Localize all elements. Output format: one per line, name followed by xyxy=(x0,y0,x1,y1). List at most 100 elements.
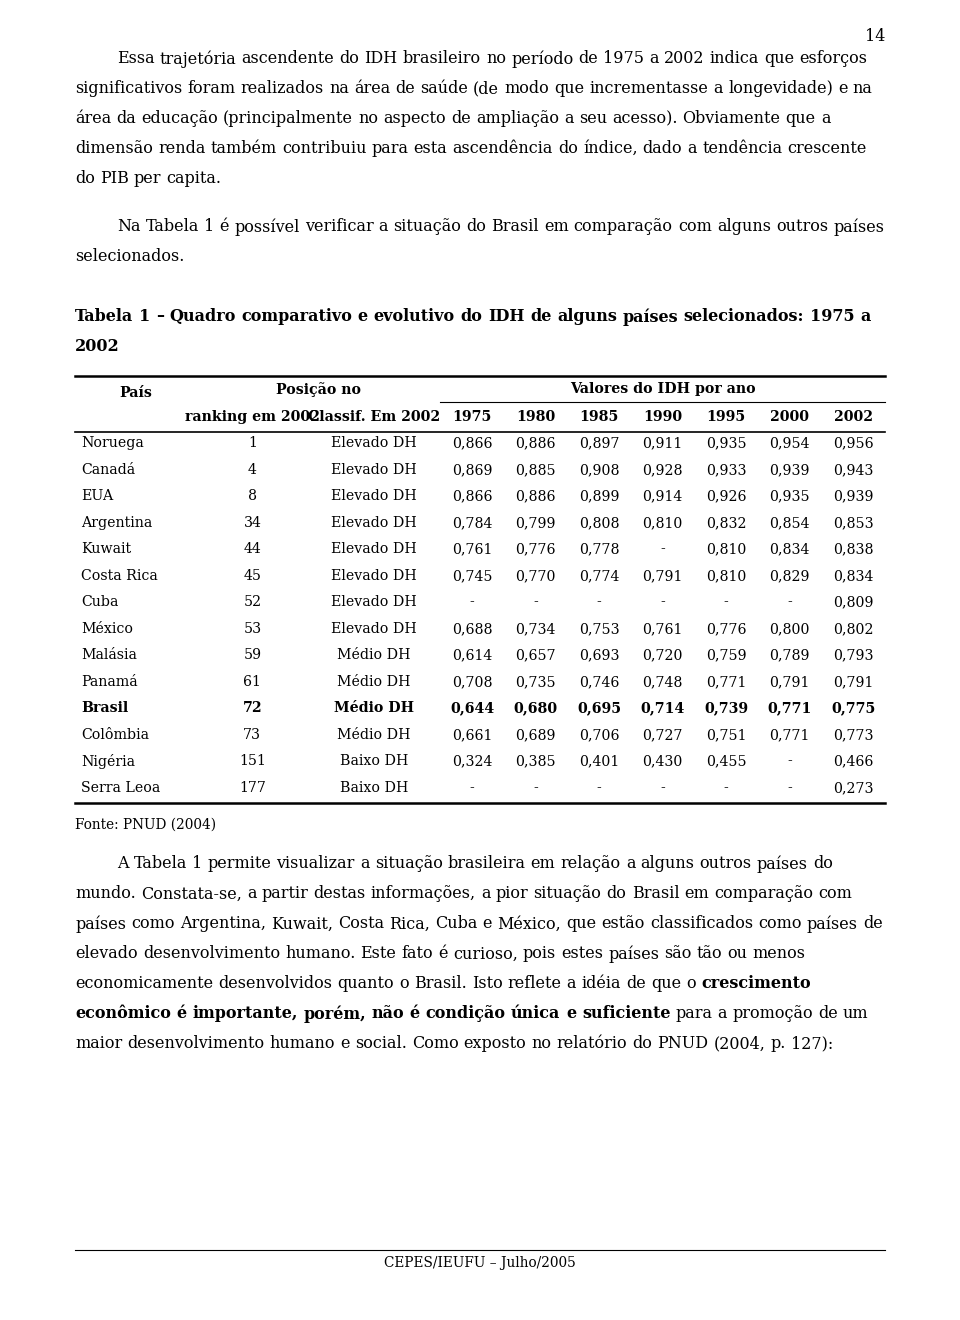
Text: que: que xyxy=(566,915,596,932)
Text: 0,838: 0,838 xyxy=(833,543,874,556)
Text: Elevado DH: Elevado DH xyxy=(331,437,417,450)
Text: possível: possível xyxy=(234,218,300,235)
Text: em: em xyxy=(544,218,568,235)
Text: Tabela: Tabela xyxy=(146,218,199,235)
Text: alguns: alguns xyxy=(717,218,771,235)
Text: em: em xyxy=(531,855,556,873)
Text: ampliação: ampliação xyxy=(476,110,559,127)
Text: Elevado DH: Elevado DH xyxy=(331,490,417,503)
Text: comparação: comparação xyxy=(574,218,673,235)
Text: 0,776: 0,776 xyxy=(516,543,556,556)
Text: a: a xyxy=(687,140,697,157)
Text: mundo.: mundo. xyxy=(75,886,135,903)
Text: 0,657: 0,657 xyxy=(516,648,556,663)
Text: 0,775: 0,775 xyxy=(831,701,876,715)
Text: 0,430: 0,430 xyxy=(642,754,683,768)
Text: 0,853: 0,853 xyxy=(833,516,874,529)
Text: é: é xyxy=(177,1006,186,1023)
Text: economicamente: economicamente xyxy=(75,975,213,993)
Text: situação: situação xyxy=(534,886,602,903)
Text: Como: Como xyxy=(412,1035,459,1052)
Text: 0,954: 0,954 xyxy=(770,437,810,450)
Text: 0,935: 0,935 xyxy=(706,437,747,450)
Text: seu: seu xyxy=(579,110,607,127)
Text: como: como xyxy=(758,915,802,932)
Text: Médio DH: Médio DH xyxy=(337,675,411,689)
Text: fato: fato xyxy=(401,945,433,962)
Text: situação: situação xyxy=(374,855,443,873)
Text: Brasil.: Brasil. xyxy=(414,975,467,993)
Text: 0,745: 0,745 xyxy=(452,569,492,583)
Text: no: no xyxy=(486,50,506,67)
Text: países: países xyxy=(75,915,126,933)
Text: renda: renda xyxy=(158,140,205,157)
Text: a: a xyxy=(821,110,830,127)
Text: dado: dado xyxy=(643,140,683,157)
Text: 0,899: 0,899 xyxy=(579,490,619,503)
Text: 1975: 1975 xyxy=(604,50,644,67)
Text: 0,939: 0,939 xyxy=(770,463,810,477)
Text: 0,776: 0,776 xyxy=(706,622,747,636)
Text: condição: condição xyxy=(425,1006,506,1023)
Text: ascendente: ascendente xyxy=(242,50,334,67)
Text: Cuba: Cuba xyxy=(435,915,478,932)
Text: México: México xyxy=(81,622,133,636)
Text: Elevado DH: Elevado DH xyxy=(331,463,417,477)
Text: da: da xyxy=(116,110,136,127)
Text: e: e xyxy=(358,308,368,325)
Text: 0,834: 0,834 xyxy=(833,569,874,583)
Text: -: - xyxy=(724,781,729,795)
Text: -: - xyxy=(787,595,792,610)
Text: -: - xyxy=(660,543,665,556)
Text: alguns: alguns xyxy=(640,855,694,873)
Text: situação: situação xyxy=(394,218,461,235)
Text: verificar: verificar xyxy=(304,218,373,235)
Text: elevado: elevado xyxy=(75,945,137,962)
Text: estes: estes xyxy=(562,945,603,962)
Text: como: como xyxy=(132,915,175,932)
Text: área: área xyxy=(75,110,111,127)
Text: 0,720: 0,720 xyxy=(642,648,683,663)
Text: ranking em 2002: ranking em 2002 xyxy=(185,409,320,424)
Text: pois: pois xyxy=(523,945,556,962)
Text: 1990: 1990 xyxy=(643,409,683,424)
Text: 61: 61 xyxy=(244,675,261,689)
Text: 0,761: 0,761 xyxy=(452,543,492,556)
Text: IDH: IDH xyxy=(365,50,397,67)
Text: Nigéria: Nigéria xyxy=(81,754,135,770)
Text: 0,727: 0,727 xyxy=(642,727,683,742)
Text: 0,773: 0,773 xyxy=(833,727,874,742)
Text: 0,928: 0,928 xyxy=(642,463,683,477)
Text: 0,943: 0,943 xyxy=(833,463,874,477)
Text: esforços: esforços xyxy=(800,50,868,67)
Text: do: do xyxy=(340,50,359,67)
Text: acesso).: acesso). xyxy=(612,110,678,127)
Text: PNUD: PNUD xyxy=(658,1035,708,1052)
Text: que: que xyxy=(785,110,816,127)
Text: países: países xyxy=(756,855,808,873)
Text: Serra Leoa: Serra Leoa xyxy=(81,781,160,795)
Text: 4: 4 xyxy=(248,463,256,477)
Text: indica: indica xyxy=(709,50,759,67)
Text: de: de xyxy=(579,50,598,67)
Text: 0,708: 0,708 xyxy=(452,675,492,689)
Text: CEPES/IEUFU – Julho/2005: CEPES/IEUFU – Julho/2005 xyxy=(384,1257,576,1270)
Text: outros: outros xyxy=(776,218,828,235)
Text: 0,714: 0,714 xyxy=(640,701,684,715)
Text: per: per xyxy=(134,170,161,187)
Text: 0,809: 0,809 xyxy=(833,595,874,610)
Text: 73: 73 xyxy=(243,727,261,742)
Text: 0,688: 0,688 xyxy=(452,622,492,636)
Text: 2002: 2002 xyxy=(664,50,705,67)
Text: Canadá: Canadá xyxy=(81,463,135,477)
Text: 0,791: 0,791 xyxy=(833,675,874,689)
Text: foram: foram xyxy=(187,81,235,96)
Text: –: – xyxy=(156,308,164,325)
Text: 0,734: 0,734 xyxy=(516,622,556,636)
Text: selecionados.: selecionados. xyxy=(75,248,184,265)
Text: Cuba: Cuba xyxy=(81,595,118,610)
Text: 177: 177 xyxy=(239,781,266,795)
Text: (2004,: (2004, xyxy=(713,1035,765,1052)
Text: -: - xyxy=(660,781,665,795)
Text: 0,834: 0,834 xyxy=(770,543,810,556)
